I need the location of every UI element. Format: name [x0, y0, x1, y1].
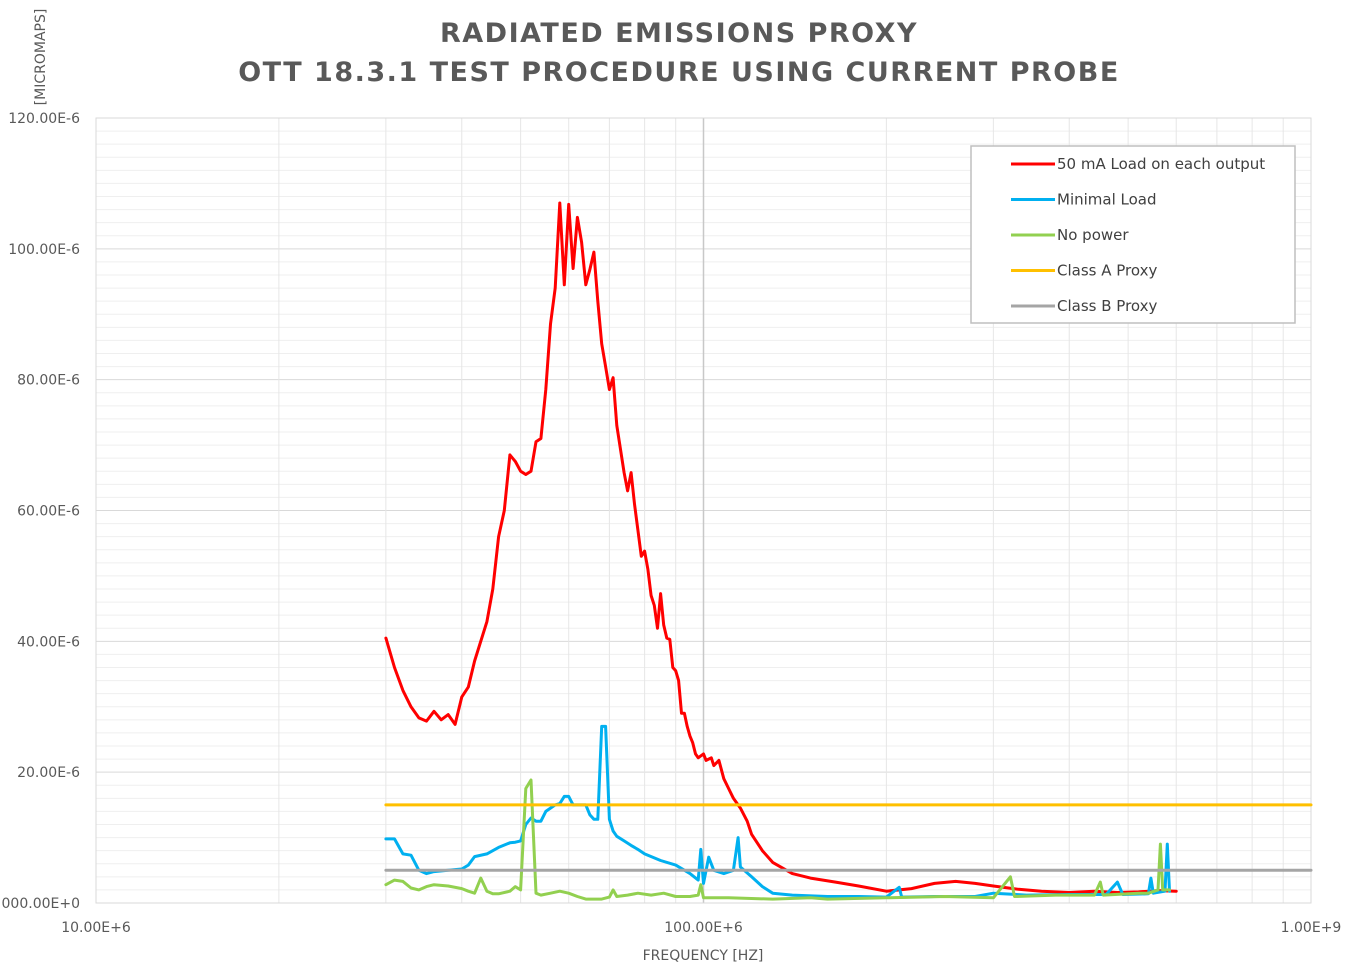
x-tick-label: 1.00E+9	[1281, 920, 1342, 936]
gridlines	[96, 118, 1311, 903]
y-tick-label: 20.00E-6	[17, 765, 80, 781]
series-line-no-power	[384, 778, 1171, 901]
x-tick-label: 100.00E+6	[664, 920, 743, 936]
legend-label-class-a-proxy: Class A Proxy	[1057, 262, 1157, 280]
legend-label-class-b-proxy: Class B Proxy	[1057, 297, 1158, 315]
y-axis-label: [MICROMAPS]	[33, 9, 49, 106]
series-lines	[384, 201, 1313, 901]
legend-label-no-power: No power	[1057, 226, 1129, 244]
y-tick-label: 000.00E+0	[2, 896, 80, 912]
y-tick-label: 40.00E-6	[17, 634, 80, 650]
x-axis-ticks: 10.00E+6 100.00E+6 1.00E+9	[61, 920, 1341, 936]
legend: 50 mA Load on each output Minimal Load No …	[970, 145, 1296, 324]
y-tick-label: 120.00E-6	[8, 111, 80, 127]
y-tick-label: 100.00E-6	[8, 242, 80, 258]
chart-title-line-1: RADIATED EMISSIONS PROXY	[440, 18, 918, 49]
chart-title-line-2: OTT 18.3.1 TEST PROCEDURE USING CURRENT …	[238, 57, 1120, 88]
x-axis-label: FREQUENCY [HZ]	[643, 948, 764, 964]
y-axis-ticks: 000.00E+0 20.00E-6 40.00E-6 60.00E-6 80.00E-…	[2, 111, 81, 912]
series-line-50-ma-load-on-each-output	[384, 201, 1178, 894]
y-tick-label: 80.00E-6	[17, 373, 80, 389]
x-tick-label: 10.00E+6	[61, 920, 131, 936]
legend-label-minimal-load: Minimal Load	[1057, 191, 1157, 209]
y-tick-label: 60.00E-6	[17, 504, 80, 520]
legend-label-50-ma-load-on-each-output: 50 mA Load on each output	[1057, 155, 1265, 173]
plot-area-frame	[95, 117, 1312, 904]
